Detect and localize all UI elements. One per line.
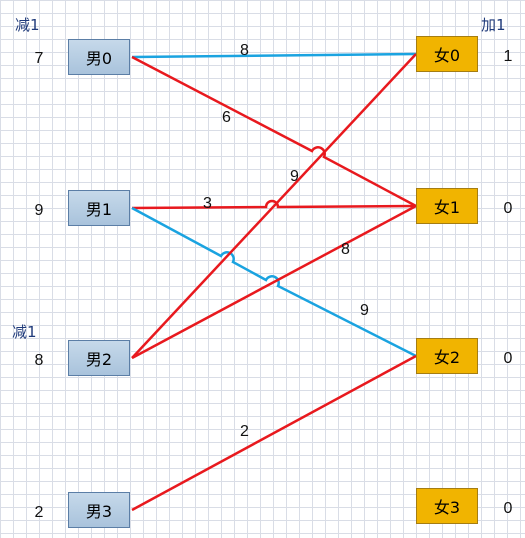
edge-m3-f2 — [131, 354, 417, 512]
edge-weight-m1-f1: 3 — [203, 195, 212, 212]
female-node-2[interactable]: 女2 — [416, 338, 478, 374]
male-node-2[interactable]: 男2 — [68, 340, 130, 376]
edges-layer — [131, 52, 417, 512]
female-node-1[interactable]: 女1 — [416, 188, 478, 224]
male-node-1[interactable]: 男1 — [68, 190, 130, 226]
male-tag-2: 减1 — [12, 323, 37, 341]
edge-weight-m2-f1: 8 — [341, 241, 350, 258]
male-tag-0: 减1 — [15, 16, 40, 34]
edge-weight-m3-f2: 2 — [240, 423, 249, 440]
edge-weight-m2-f0: 9 — [290, 168, 299, 185]
female-tag-0: 加1 — [481, 16, 506, 34]
edge-m0-f1 — [131, 55, 417, 208]
female-value-0: 1 — [503, 48, 513, 65]
male-value-1: 9 — [34, 202, 44, 219]
edge-weight-m1-f2: 9 — [360, 302, 369, 319]
male-value-2: 8 — [34, 352, 44, 369]
male-node-3[interactable]: 男3 — [68, 492, 130, 528]
female-node-3[interactable]: 女3 — [416, 488, 478, 524]
edge-weight-m0-f0: 8 — [240, 42, 249, 59]
female-node-0[interactable]: 女0 — [416, 36, 478, 72]
edge-m0-f0 — [131, 52, 417, 59]
male-value-3: 2 — [34, 504, 44, 521]
male-node-0[interactable]: 男0 — [68, 39, 130, 75]
edge-m2-f0 — [131, 53, 417, 359]
female-value-1: 0 — [503, 200, 513, 217]
male-value-0: 7 — [34, 50, 44, 67]
female-value-2: 0 — [503, 350, 513, 367]
edge-m2-f1 — [131, 204, 417, 360]
edge-m1-f1 — [131, 199, 417, 210]
edge-weight-m0-f1: 6 — [222, 109, 231, 126]
female-value-3: 0 — [503, 500, 513, 517]
